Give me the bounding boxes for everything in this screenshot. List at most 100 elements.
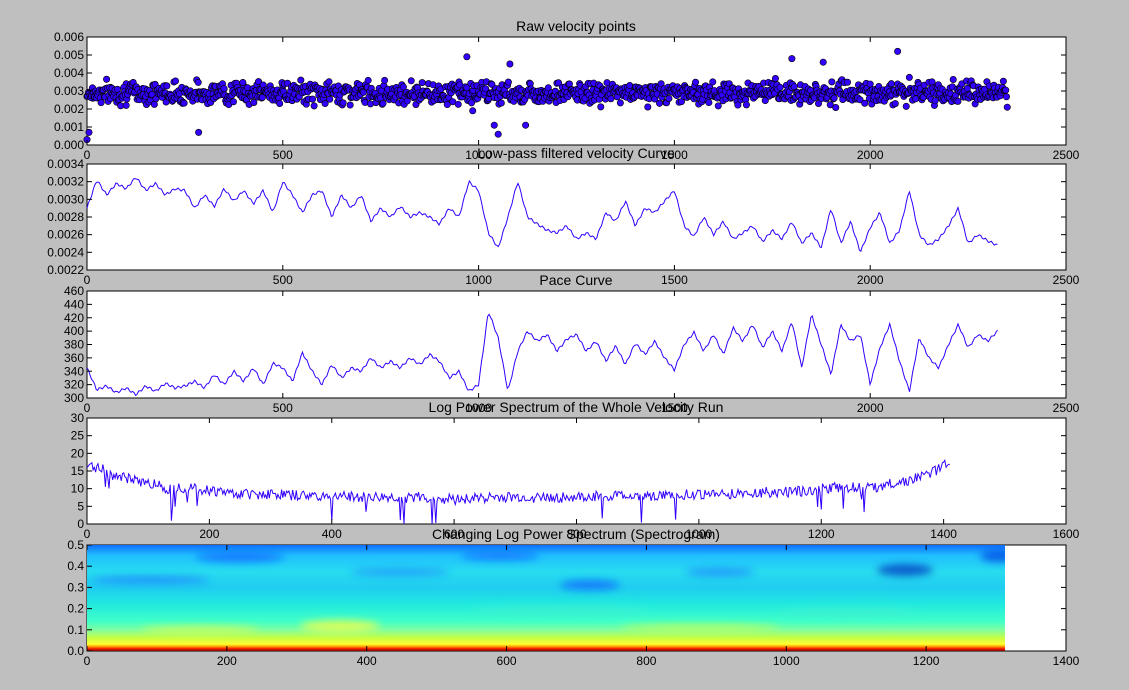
x-tick-label: 1500: [661, 401, 688, 415]
x-tick-label: 200: [199, 527, 219, 541]
scatter-point: [894, 47, 902, 55]
panel-spectrogram: Changing Log Power Spectrum (Spectrogram…: [67, 526, 1079, 668]
scatter-point: [771, 74, 779, 82]
scatter-point: [364, 76, 372, 84]
scatter-point: [1003, 103, 1011, 111]
y-tick-label: 340: [64, 364, 84, 378]
x-tick-label: 1200: [913, 654, 940, 668]
x-tick-label: 0: [84, 273, 91, 287]
x-tick-label: 0: [84, 527, 91, 541]
scatter-point: [832, 104, 840, 112]
y-tick-label: 0.4: [67, 559, 84, 573]
scatter-point: [734, 101, 742, 109]
scatter-point: [258, 93, 266, 101]
scatter-point: [309, 95, 317, 103]
x-tick-label: 1600: [1053, 527, 1080, 541]
scatter-point: [843, 78, 851, 86]
x-tick-label: 500: [273, 148, 293, 162]
y-tick-label: 380: [64, 338, 84, 352]
scatter-point: [665, 94, 673, 102]
y-tick-label: 15: [71, 464, 85, 478]
y-tick-label: 0.005: [54, 48, 84, 62]
spectrogram-image: [87, 545, 1005, 651]
x-tick-label: 2000: [857, 401, 884, 415]
scatter-point: [239, 78, 247, 86]
scatter-point: [788, 55, 796, 63]
scatter-point: [418, 79, 426, 87]
x-tick-label: 200: [217, 654, 237, 668]
y-tick-label: 420: [64, 311, 84, 325]
series-path: [86, 313, 998, 397]
axes-frame: [86, 290, 1067, 399]
series-path: [86, 458, 950, 525]
scatter-point: [346, 101, 354, 109]
scatter-point: [692, 78, 700, 86]
scatter-point: [709, 78, 717, 86]
scatter-point: [905, 73, 913, 81]
series-line: [86, 458, 950, 525]
y-tick-label: 0.0022: [47, 263, 84, 277]
tick-labels: 0 500 1000 1500 2000 2500 0.000 0.001 0.002 0.003…: [54, 30, 1080, 162]
series-line: [86, 178, 998, 252]
scatter-point: [163, 82, 171, 90]
scatter-point: [554, 79, 562, 87]
y-tick-label: 30: [71, 411, 85, 425]
x-tick-label: 1500: [661, 273, 688, 287]
scatter-point: [742, 101, 750, 109]
y-tick-label: 25: [71, 429, 85, 443]
scatter-point: [381, 76, 389, 84]
scatter-point: [490, 121, 498, 129]
scatter-point: [463, 53, 471, 61]
y-tick-label: 0.006: [54, 30, 84, 44]
y-tick-label: 0.004: [54, 66, 84, 80]
y-tick-label: 20: [71, 446, 85, 460]
x-tick-label: 600: [497, 654, 517, 668]
scatter-point: [379, 99, 387, 107]
x-tick-label: 1200: [808, 527, 835, 541]
y-tick-label: 0.0030: [47, 192, 84, 206]
y-tick-label: 0.000: [54, 138, 84, 152]
x-tick-label: 1400: [1053, 654, 1080, 668]
y-tick-label: 0.0024: [47, 245, 84, 259]
scatter-point: [644, 103, 652, 111]
y-tick-label: 0.3: [67, 580, 84, 594]
x-tick-label: 600: [444, 527, 464, 541]
chart-title: Raw velocity points: [516, 18, 636, 34]
x-tick-label: 2500: [1053, 148, 1080, 162]
scatter-point: [949, 75, 957, 83]
y-tick-label: 0.0: [67, 644, 84, 658]
scatter-point: [195, 128, 203, 136]
scatter-point: [255, 78, 263, 86]
x-tick-label: 400: [322, 527, 342, 541]
scatter-point: [887, 80, 895, 88]
scatter-point: [705, 99, 713, 107]
y-tick-label: 0: [77, 517, 84, 531]
scatter-point: [1002, 93, 1010, 101]
panel-lowpass-velocity: Low-pass filtered velocity Curve 0 500 100…: [47, 145, 1079, 287]
x-tick-label: 1000: [465, 401, 492, 415]
y-tick-label: 10: [71, 482, 85, 496]
scatter-point: [97, 99, 105, 107]
scatter-point: [220, 85, 228, 93]
y-tick-label: 0.001: [54, 120, 84, 134]
scatter-point: [504, 78, 512, 86]
y-tick-label: 0.0032: [47, 175, 84, 189]
y-tick-label: 0.0034: [47, 157, 84, 171]
scatter-point: [468, 99, 476, 107]
chart-title: Pace Curve: [539, 272, 612, 288]
tick-labels: 0 500 1000 1500 2000 2500 30032034036038040042…: [64, 284, 1080, 415]
chart-title: Log Power Spectrum of the Whole Velocity…: [429, 399, 724, 415]
chart-title: Changing Log Power Spectrum (Spectrogram…: [432, 526, 720, 542]
scatter-point: [463, 84, 471, 92]
scatter-point: [544, 84, 552, 92]
scatter-point: [339, 99, 347, 107]
x-tick-label: 2000: [857, 273, 884, 287]
y-tick-label: 0.002: [54, 102, 84, 116]
scatter-point: [310, 102, 318, 110]
scatter-point: [194, 78, 202, 86]
scatter-point: [276, 99, 284, 107]
x-tick-label: 1000: [686, 527, 713, 541]
scatter-point: [407, 77, 415, 85]
tick-labels: 0 200 400 600 800 1000 1200 1400 0.0 0.1 0.2 0.3 0.4…: [67, 538, 1079, 668]
